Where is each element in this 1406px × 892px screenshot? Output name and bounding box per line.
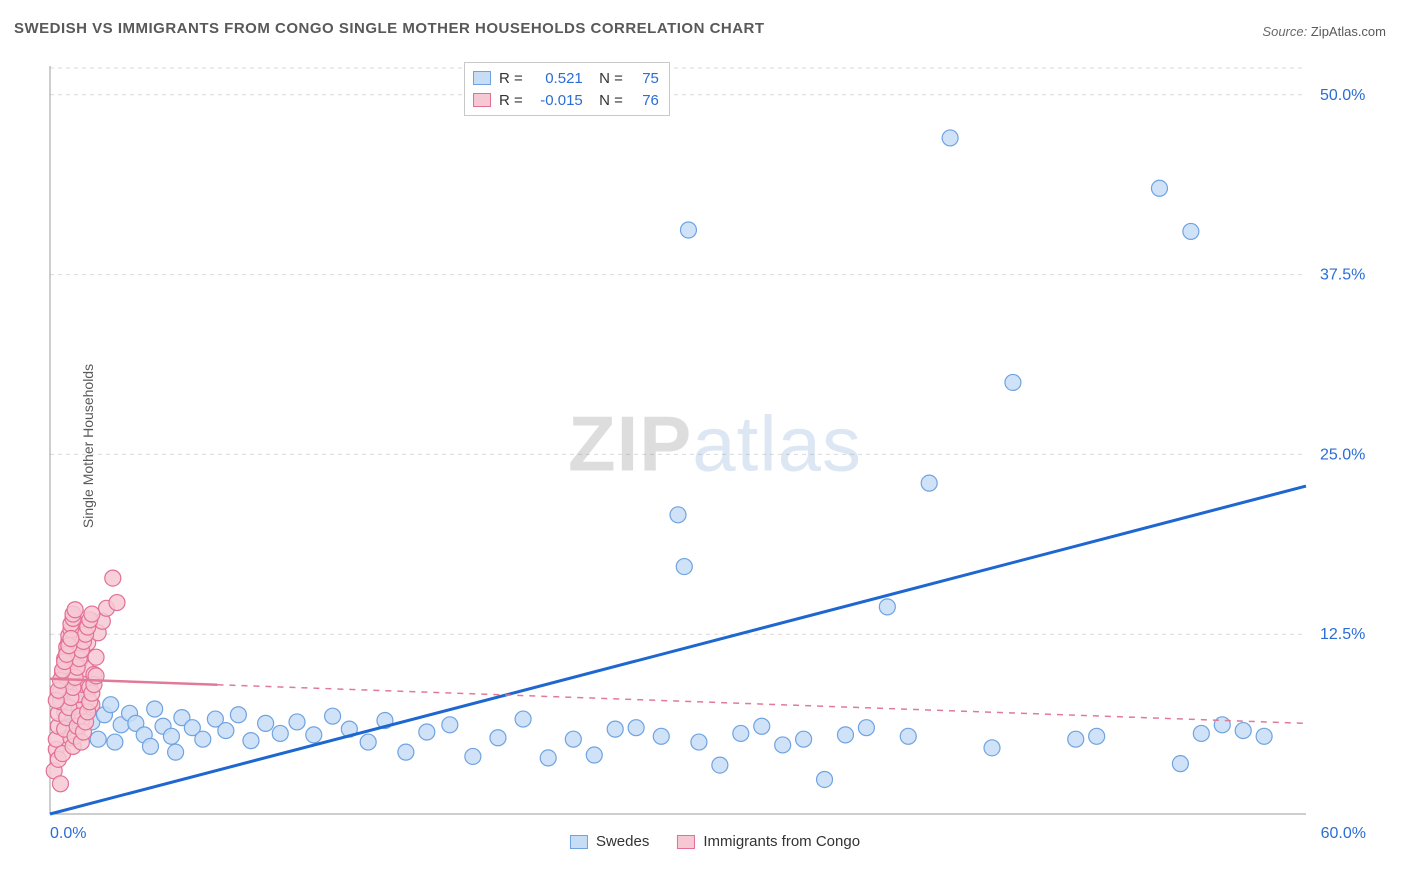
legend-swatch [570, 835, 588, 849]
legend-row: R = 0.521 N = 75 [473, 67, 659, 89]
legend-r-value: -0.015 [531, 92, 583, 109]
svg-text:25.0%: 25.0% [1320, 446, 1365, 463]
source-name: ZipAtlas.com [1311, 24, 1386, 39]
legend-n-value: 76 [631, 92, 659, 109]
legend-n-value: 75 [631, 70, 659, 87]
scatter-svg: 12.5% 25.0% 37.5% 50.0% 0.0% 60.0% [44, 58, 1386, 848]
series-legend-item: Swedes [570, 833, 649, 850]
source-prefix: Source: [1262, 24, 1307, 39]
legend-r-value: 0.521 [531, 70, 583, 87]
legend-r-label: R = [499, 92, 523, 109]
svg-text:12.5%: 12.5% [1320, 626, 1365, 643]
svg-text:0.0%: 0.0% [50, 825, 86, 842]
chart-title: SWEDISH VS IMMIGRANTS FROM CONGO SINGLE … [14, 20, 765, 37]
svg-text:50.0%: 50.0% [1320, 87, 1365, 104]
svg-text:37.5%: 37.5% [1320, 267, 1365, 284]
legend-swatch [473, 93, 491, 107]
source-attribution: Source: ZipAtlas.com [1262, 24, 1386, 39]
legend-swatch [473, 71, 491, 85]
legend-n-label: N = [591, 70, 623, 87]
legend-r-label: R = [499, 70, 523, 87]
legend-n-label: N = [591, 92, 623, 109]
series-legend-item: Immigrants from Congo [677, 833, 860, 850]
series-legend-label: Swedes [596, 833, 649, 850]
series-legend: Swedes Immigrants from Congo [570, 833, 860, 850]
series-legend-label: Immigrants from Congo [703, 833, 860, 850]
plot-area: 12.5%25.0%37.5%50.0%0.0%60.0% ZIPatlas R… [44, 58, 1386, 848]
svg-text:60.0%: 60.0% [1321, 825, 1366, 842]
correlation-legend: R = 0.521 N = 75 R = -0.015 N = 76 [464, 62, 670, 116]
legend-row: R = -0.015 N = 76 [473, 89, 659, 111]
legend-swatch [677, 835, 695, 849]
